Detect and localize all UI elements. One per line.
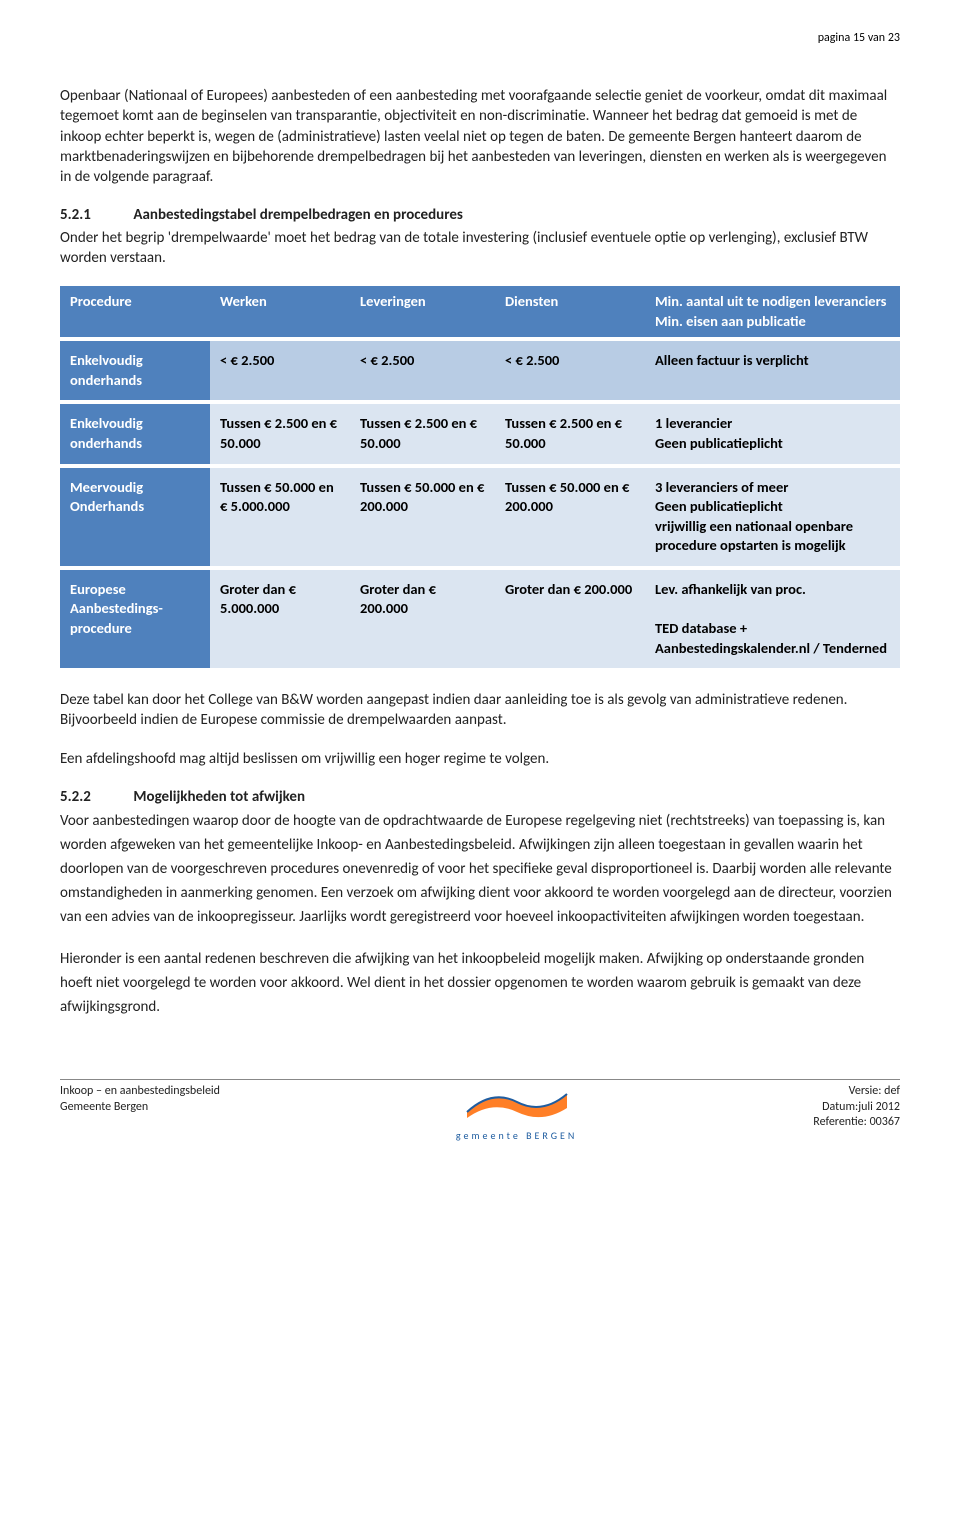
cell-diensten: Tussen € 2.500 en € 50.000 [495,402,645,465]
footer-left: Inkoop – en aanbestedingsbeleid Gemeente… [60,1084,220,1115]
cell-leveringen: < € 2.500 [350,339,495,402]
table-row: Europese Aanbestedings-procedure Groter … [60,568,900,670]
section-522-text: Voor aanbestedingen waarop door de hoogt… [60,809,900,929]
section-522-text2: Hieronder is een aantal redenen beschrev… [60,947,900,1019]
section-521-title: Aanbestedingstabel drempelbedragen en pr… [133,206,463,224]
bergen-logo-icon [462,1084,572,1122]
section-522-heading: 5.2.2 Mogelijkheden tot afwijken [60,787,900,807]
footer-logo: gemeente BERGEN [456,1084,577,1143]
footer-right-line1: Versie: def [813,1084,900,1100]
cell-eisen: Alleen factuur is verplicht [645,339,900,402]
intro-paragraph: Openbaar (Nationaal of Europees) aanbest… [60,86,900,187]
row-label: Enkelvoudig onderhands [60,402,210,465]
table-header-row: Procedure Werken Leveringen Diensten Min… [60,286,900,339]
after-table-p1: Deze tabel kan door het College van B&W … [60,690,900,731]
cell-eisen: 3 leveranciers of meer Geen publicatiepl… [645,466,900,568]
page-footer: Inkoop – en aanbestedingsbeleid Gemeente… [60,1079,900,1143]
cell-diensten: Groter dan € 200.000 [495,568,645,670]
section-521-number: 5.2.1 [60,205,130,225]
cell-diensten: Tussen € 50.000 en € 200.000 [495,466,645,568]
footer-left-line1: Inkoop – en aanbestedingsbeleid [60,1084,220,1100]
footer-left-line2: Gemeente Bergen [60,1100,220,1116]
table-row: Meervoudig Onderhands Tussen € 50.000 en… [60,466,900,568]
page-number: pagina 15 van 23 [60,30,900,46]
cell-werken: Groter dan € 5.000.000 [210,568,350,670]
cell-werken: < € 2.500 [210,339,350,402]
table-row: Enkelvoudig onderhands Tussen € 2.500 en… [60,402,900,465]
procedures-table: Procedure Werken Leveringen Diensten Min… [60,286,900,672]
section-521-heading: 5.2.1 Aanbestedingstabel drempelbedragen… [60,205,900,225]
after-table-p2: Een afdelingshoofd mag altijd beslissen … [60,749,900,769]
cell-eisen: 1 leverancier Geen publicatieplicht [645,402,900,465]
footer-right: Versie: def Datum:juli 2012 Referentie: … [813,1084,900,1131]
section-522-title: Mogelijkheden tot afwijken [133,788,305,806]
row-label: Meervoudig Onderhands [60,466,210,568]
col-diensten: Diensten [495,286,645,339]
col-werken: Werken [210,286,350,339]
footer-right-line3: Referentie: 00367 [813,1115,900,1131]
cell-werken: Tussen € 2.500 en € 50.000 [210,402,350,465]
col-procedure: Procedure [60,286,210,339]
cell-leveringen: Tussen € 50.000 en € 200.000 [350,466,495,568]
col-leveringen: Leveringen [350,286,495,339]
row-label: Enkelvoudig onderhands [60,339,210,402]
cell-leveringen: Tussen € 2.500 en € 50.000 [350,402,495,465]
cell-eisen: Lev. afhankelijk van proc. TED database … [645,568,900,670]
cell-diensten: < € 2.500 [495,339,645,402]
cell-leveringen: Groter dan € 200.000 [350,568,495,670]
section-522-number: 5.2.2 [60,787,130,807]
footer-right-line2: Datum:juli 2012 [813,1100,900,1116]
table-row: Enkelvoudig onderhands < € 2.500 < € 2.5… [60,339,900,402]
col-eisen: Min. aantal uit te nodigen leveranciers … [645,286,900,339]
section-521-text: Onder het begrip 'drempelwaarde' moet he… [60,228,900,269]
cell-werken: Tussen € 50.000 en € 5.000.000 [210,466,350,568]
footer-logo-text: gemeente BERGEN [456,1129,577,1143]
row-label: Europese Aanbestedings-procedure [60,568,210,670]
